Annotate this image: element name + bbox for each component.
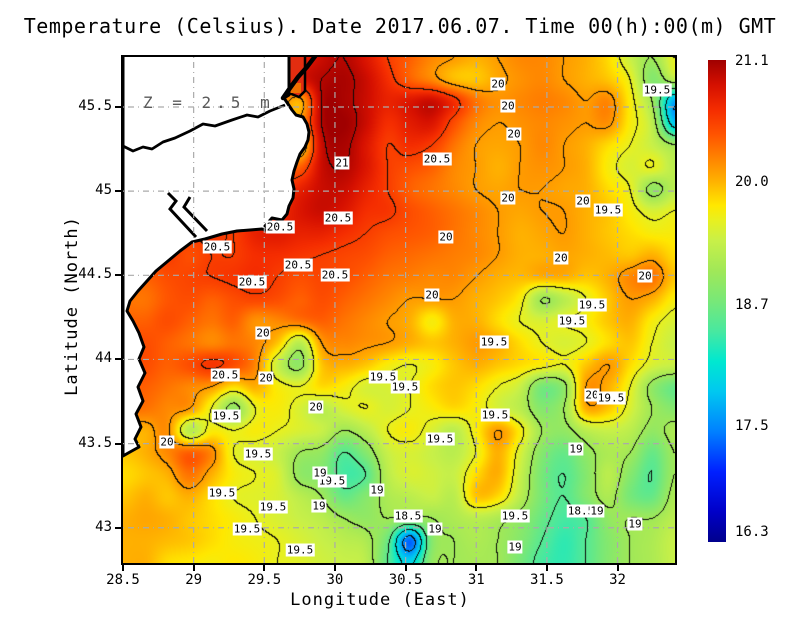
x-tick-mark: [545, 565, 548, 571]
contour-labels-layer: 21 20.5 20.5 20.5 20.5 20.5 20.5 20.5 20.5 20 20 20…: [123, 57, 675, 563]
x-tick-label: 32: [609, 572, 626, 588]
contour-label: 19.5: [368, 370, 398, 384]
contour-label: 20: [500, 191, 516, 205]
contour-label: 19.5: [285, 543, 315, 557]
contour-label: 19.5: [479, 335, 509, 349]
y-tick-label: 45: [95, 182, 112, 199]
x-tick-mark: [475, 565, 478, 571]
y-tick-mark: [115, 274, 121, 277]
colorbar-tick-label: 17.5: [735, 418, 769, 434]
coastal-spit: [280, 57, 318, 101]
contour-label: 19.5: [596, 391, 626, 405]
coastline-land-overlay: [123, 57, 318, 458]
contour-label: 19.5: [207, 486, 237, 500]
contour-label: 20.5: [283, 258, 313, 272]
y-tick-mark: [115, 526, 121, 529]
contour-label: 19: [311, 499, 327, 513]
y-tick-mark: [115, 190, 121, 193]
contour-label: 20.5: [210, 368, 240, 382]
liman-shore-b: [182, 196, 209, 233]
y-tick-mark: [115, 442, 121, 445]
x-tick-label: 30: [326, 572, 344, 588]
x-tick-mark: [616, 565, 619, 571]
x-tick-mark: [333, 565, 336, 571]
colorbar-tick-label: 21.1: [735, 53, 769, 69]
y-tick-label: 44: [95, 350, 112, 367]
contour-label: 19.5: [577, 298, 607, 312]
y-tick-mark: [115, 106, 121, 108]
contour-label: 19.5: [243, 447, 273, 461]
contour-label: 20: [553, 251, 569, 265]
y-tick-label: 45.5: [78, 98, 112, 114]
depth-annotation: Z = 2.5 m: [143, 93, 275, 112]
x-axis-title: Longitude (East): [290, 590, 470, 610]
x-tick-mark: [404, 565, 407, 571]
land-mass: [123, 57, 311, 458]
contour-label: 20: [258, 371, 274, 385]
contour-label: 20.5: [422, 152, 452, 166]
contour-label: 19: [312, 466, 328, 480]
contour-label: 19.5: [390, 380, 420, 394]
contour-label: 19.5: [480, 408, 510, 422]
contour-label: 20.5: [323, 211, 353, 225]
contour-label: 18.5: [566, 504, 596, 518]
x-tick-label: 30.5: [388, 572, 423, 588]
contour-label: 19.5: [211, 409, 241, 423]
contour-label: 20.5: [237, 275, 267, 289]
x-tick-mark: [122, 565, 124, 571]
plot-area: Z = 2.5 m 21 20.5 20.5 20.5 20.5 20.5 20.5 20.5…: [123, 57, 675, 563]
colorbar-tick-label: 18.7: [735, 297, 769, 313]
contour-label: 20: [506, 127, 522, 141]
chart-title: Temperature (Celsius). Date 2017.06.07. …: [23, 14, 777, 38]
contour-label: 19.5: [232, 522, 262, 536]
y-tick-mark: [115, 358, 121, 361]
contour-label: 20: [308, 400, 324, 414]
contour-label: 18.5: [393, 509, 423, 523]
contour-label: 20: [637, 269, 653, 283]
contour-label: 19.5: [593, 203, 623, 217]
contour-label: 20: [438, 230, 454, 244]
contour-label: 19.5: [425, 432, 455, 446]
contour-label: 19: [568, 442, 584, 456]
contour-label: 20: [500, 99, 516, 113]
contour-label: 19: [369, 483, 385, 497]
contour-label: 20.5: [202, 240, 232, 254]
contour-label: 19: [427, 522, 443, 536]
x-tick-mark: [263, 565, 266, 571]
liman-shore-a: [166, 191, 198, 239]
contour-label: 19: [507, 540, 523, 554]
colorbar-tick-label: 20.0: [735, 174, 769, 190]
graticule-gridlines: [123, 57, 675, 563]
x-tick-label: 31.5: [530, 572, 564, 588]
contour-label: 19: [589, 504, 605, 518]
contour-label: 19.5: [557, 314, 587, 328]
estuary-water-warm: [290, 83, 301, 93]
contour-label: 20.5: [320, 268, 350, 282]
y-axis-title: Latitude (North): [62, 216, 82, 396]
contour-label: 20: [424, 288, 440, 302]
contour-label: 21: [334, 156, 350, 170]
colorbar: [708, 60, 726, 542]
x-tick-label: 28.5: [106, 572, 140, 588]
bay-coastline: [123, 103, 286, 153]
contour-label: 20: [255, 326, 271, 340]
contour-label: 19.5: [500, 509, 530, 523]
contour-label: 19: [627, 517, 643, 531]
contour-label: 19.5: [642, 83, 672, 97]
contour-label: 20: [584, 388, 600, 402]
y-tick-label: 43.5: [78, 434, 112, 451]
colorbar-tick-label: 16.3: [735, 524, 769, 540]
x-tick-mark: [192, 565, 195, 571]
x-tick-label: 29: [185, 572, 203, 588]
y-tick-label: 44.5: [78, 266, 112, 283]
y-tick-label: 43: [95, 518, 112, 535]
x-tick-label: 29.5: [247, 572, 282, 588]
contour-label: 20: [490, 77, 506, 91]
contour-label: 20: [159, 435, 175, 449]
contour-label: 20: [575, 194, 591, 208]
contour-label: 20.5: [265, 220, 295, 234]
contour-label: 19.5: [258, 500, 288, 514]
x-tick-label: 31: [467, 572, 485, 588]
